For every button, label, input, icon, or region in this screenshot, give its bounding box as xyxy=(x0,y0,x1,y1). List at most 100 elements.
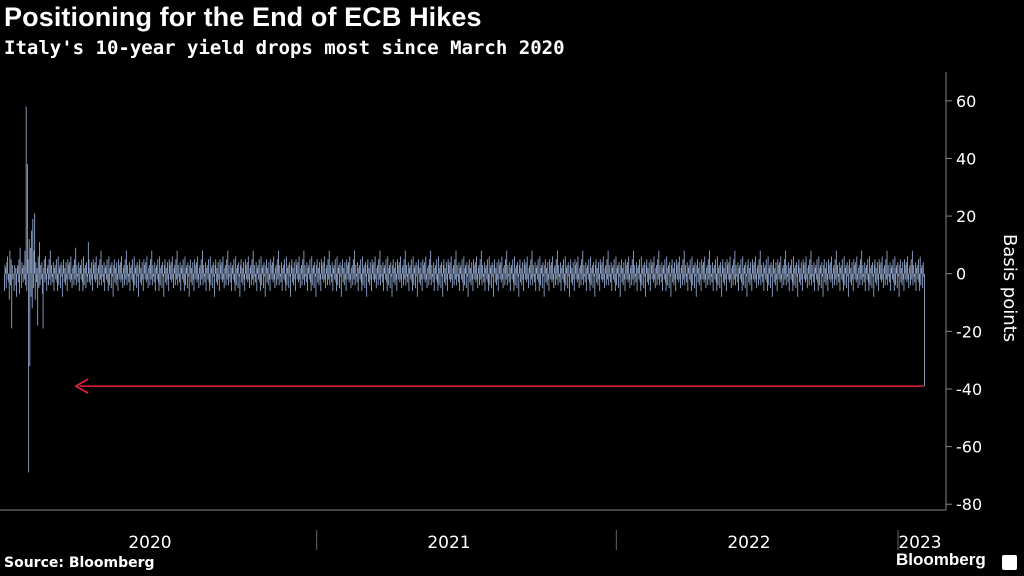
bar xyxy=(911,250,913,274)
bar xyxy=(137,273,139,277)
bar xyxy=(385,259,387,274)
y-tick-label: -60 xyxy=(956,438,982,457)
bar xyxy=(180,273,182,291)
bar xyxy=(220,265,222,274)
bar xyxy=(645,265,647,274)
bar xyxy=(686,262,688,274)
bar xyxy=(799,267,801,274)
bar xyxy=(712,262,714,274)
bar xyxy=(756,273,758,289)
bar xyxy=(628,273,630,280)
bar xyxy=(835,250,837,274)
bar xyxy=(343,267,345,274)
bar xyxy=(541,265,543,274)
bar xyxy=(638,273,640,280)
bar xyxy=(64,273,66,286)
bar xyxy=(664,259,666,274)
bar xyxy=(888,273,890,277)
bar xyxy=(716,256,718,274)
bar xyxy=(717,273,719,286)
bar xyxy=(57,273,59,291)
bar xyxy=(136,262,138,274)
bar xyxy=(782,265,784,274)
source-note: Source: Bloomberg xyxy=(4,555,155,571)
bar xyxy=(135,267,136,274)
bar xyxy=(538,273,540,291)
bar xyxy=(575,273,577,280)
bar xyxy=(49,273,51,280)
bar xyxy=(793,256,794,274)
bar xyxy=(584,273,586,277)
bar xyxy=(735,265,737,274)
bar xyxy=(824,273,826,283)
bar xyxy=(86,273,88,277)
bar xyxy=(827,273,829,291)
bar xyxy=(488,273,490,291)
bar xyxy=(146,256,148,274)
bar xyxy=(359,273,361,280)
bar xyxy=(459,273,461,291)
bar xyxy=(188,273,190,297)
bar xyxy=(372,273,374,280)
bar xyxy=(864,273,866,291)
bar xyxy=(287,267,289,274)
bar xyxy=(421,273,423,291)
bar xyxy=(418,273,420,283)
bar xyxy=(243,273,245,280)
bar xyxy=(154,262,156,274)
bar xyxy=(330,273,332,277)
bar xyxy=(546,273,548,286)
bar xyxy=(84,267,86,274)
bar xyxy=(348,262,349,274)
bar xyxy=(131,259,133,274)
bar xyxy=(360,259,362,274)
bar xyxy=(505,259,506,274)
bar xyxy=(563,259,564,274)
bar xyxy=(503,267,505,274)
bar xyxy=(344,262,346,274)
bar xyxy=(70,256,72,274)
bar xyxy=(736,273,738,283)
bar xyxy=(212,273,214,289)
bar xyxy=(671,265,672,274)
bar xyxy=(725,273,727,291)
bar xyxy=(380,273,381,286)
bar xyxy=(873,265,875,274)
bar xyxy=(283,273,285,280)
bar xyxy=(98,273,100,286)
bar xyxy=(424,262,426,274)
bar xyxy=(879,265,881,274)
bar xyxy=(285,273,287,291)
bar xyxy=(875,267,877,274)
bar xyxy=(391,273,393,297)
bar xyxy=(281,273,283,291)
bar xyxy=(922,262,924,274)
bar xyxy=(861,273,863,286)
bar xyxy=(739,265,741,274)
bar xyxy=(580,273,582,286)
bar xyxy=(800,273,802,286)
bar xyxy=(517,262,519,274)
bar xyxy=(698,273,700,286)
bar xyxy=(149,273,151,286)
bar xyxy=(721,273,723,297)
bar xyxy=(91,273,93,280)
bar xyxy=(797,273,799,297)
bar xyxy=(107,273,109,291)
bar xyxy=(98,265,100,274)
bar xyxy=(862,265,864,274)
bar xyxy=(577,256,579,274)
bar xyxy=(483,273,485,283)
bar xyxy=(470,273,472,286)
bar xyxy=(657,273,659,280)
bar xyxy=(552,273,554,280)
bar xyxy=(532,273,534,286)
bar xyxy=(78,273,80,291)
bar xyxy=(296,273,298,280)
bar xyxy=(325,267,327,274)
bar xyxy=(503,265,505,274)
bar xyxy=(651,265,653,274)
bar xyxy=(392,259,394,274)
bar xyxy=(322,273,324,280)
bar xyxy=(368,273,369,283)
